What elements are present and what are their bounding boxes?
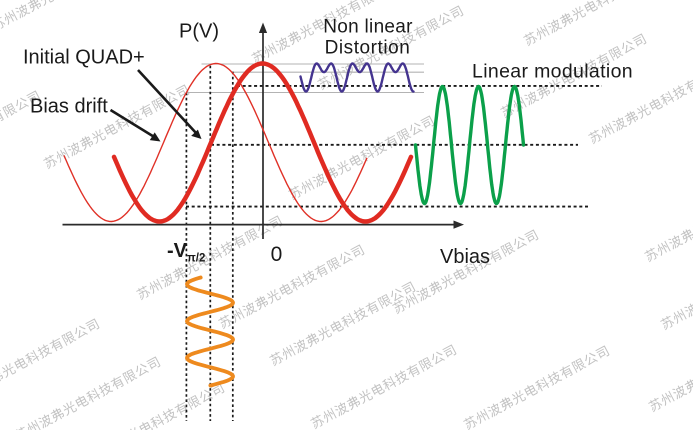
svg-text:Vbias: Vbias bbox=[440, 246, 490, 268]
svg-text:Initial QUAD+: Initial QUAD+ bbox=[23, 47, 145, 69]
svg-text:Linear modulation: Linear modulation bbox=[472, 61, 633, 83]
svg-text:Distortion: Distortion bbox=[325, 38, 411, 59]
svg-text:Non linear: Non linear bbox=[323, 17, 413, 38]
svg-text:Bias drift: Bias drift bbox=[30, 96, 108, 118]
svg-text:0: 0 bbox=[271, 243, 283, 266]
svg-text:-Vπ/2: -Vπ/2 bbox=[167, 240, 205, 265]
svg-text:P(V): P(V) bbox=[179, 20, 219, 42]
